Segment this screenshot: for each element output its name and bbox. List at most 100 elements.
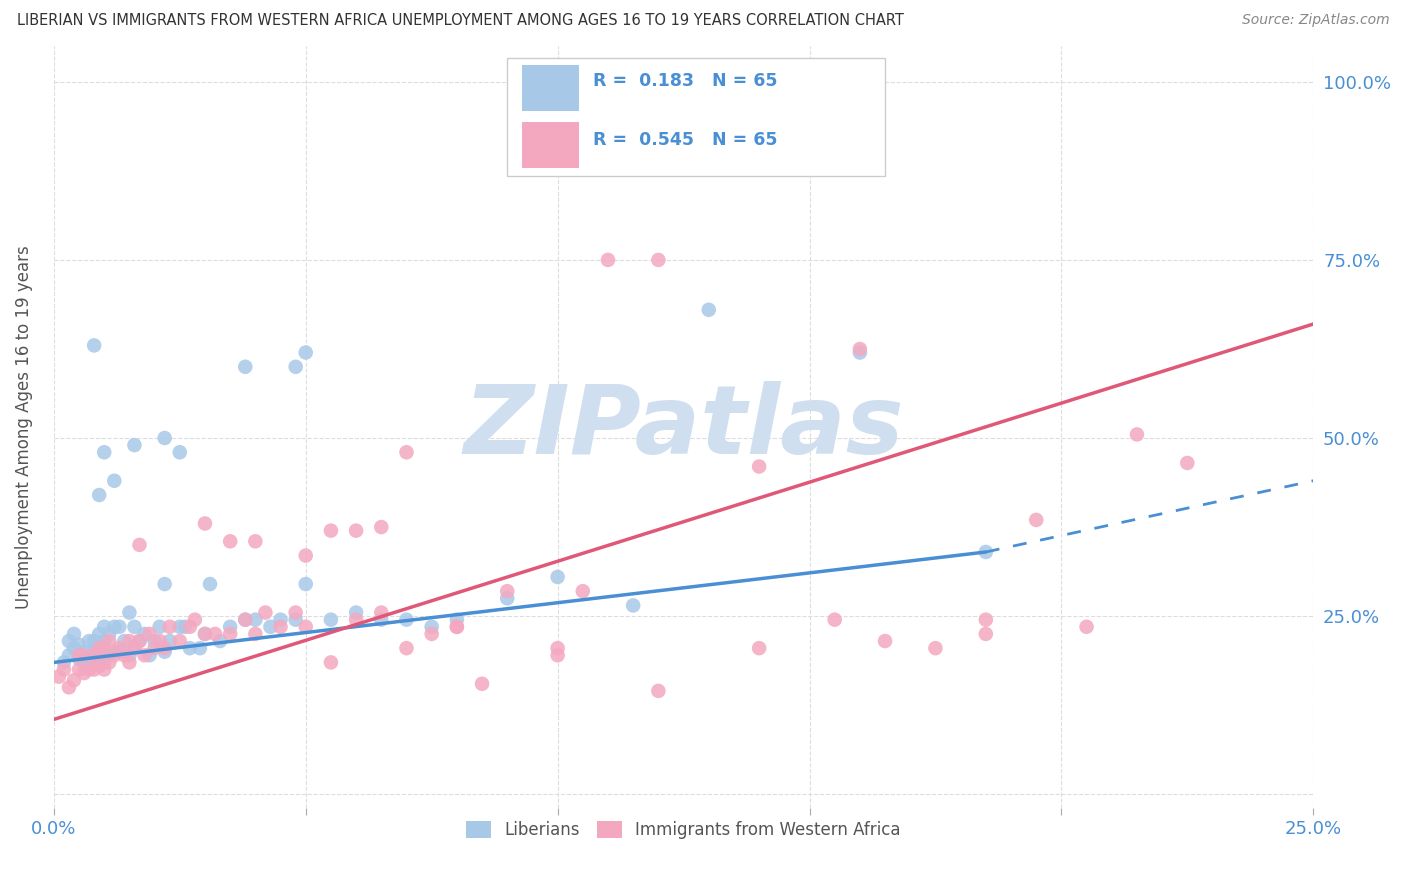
Point [67,663,90,677]
Point [67,648,90,663]
Point [748,459,770,474]
Point [159,634,181,648]
Point [173,620,195,634]
Point [284,613,307,627]
Point [824,613,846,627]
Point [124,641,146,656]
Point [647,252,669,267]
Point [73,666,96,681]
Point [471,677,494,691]
Point [547,641,569,656]
Point [219,534,242,549]
Point [89,641,111,656]
Point [974,627,997,641]
FancyBboxPatch shape [508,58,884,176]
Point [1076,620,1098,634]
Point [259,620,281,634]
Point [420,627,443,641]
Point [103,474,125,488]
Point [294,549,316,563]
Point [1175,456,1198,470]
Point [124,620,146,634]
Point [284,359,307,374]
Point [48,670,70,684]
Point [98,627,121,641]
Point [344,524,367,538]
Point [184,613,207,627]
Text: LIBERIAN VS IMMIGRANTS FROM WESTERN AFRICA UNEMPLOYMENT AMONG AGES 16 TO 19 YEAR: LIBERIAN VS IMMIGRANTS FROM WESTERN AFRI… [17,13,904,29]
Point [159,620,181,634]
Point [924,641,946,656]
Point [93,620,115,634]
Point [77,663,100,677]
Point [169,620,191,634]
Point [1025,513,1047,527]
Point [344,606,367,620]
Point [98,648,121,663]
Point [179,641,201,656]
Point [103,648,125,663]
Point [496,591,519,606]
Point [128,538,150,552]
Point [270,620,292,634]
Point [596,252,619,267]
Point [149,634,172,648]
Point [134,627,156,641]
Point [319,656,342,670]
FancyBboxPatch shape [523,122,579,169]
Point [572,584,595,599]
Point [370,606,392,620]
Point [138,627,160,641]
Point [621,599,644,613]
Point [284,606,307,620]
Point [245,613,267,627]
Point [63,673,86,688]
Point [344,613,367,627]
Point [83,634,105,648]
Point [93,641,115,656]
Point [118,656,141,670]
Point [67,652,90,666]
Point [219,620,242,634]
Y-axis label: Unemployment Among Ages 16 to 19 years: Unemployment Among Ages 16 to 19 years [15,245,32,609]
Point [58,681,80,695]
Point [294,577,316,591]
Point [124,641,146,656]
Point [98,656,121,670]
Point [254,606,277,620]
Point [138,648,160,663]
Point [93,634,115,648]
Point [118,606,141,620]
Point [446,620,468,634]
Point [697,302,720,317]
Text: ZIPatlas: ZIPatlas [463,381,904,474]
Point [108,645,131,659]
Point [194,627,217,641]
Text: Source: ZipAtlas.com: Source: ZipAtlas.com [1241,13,1389,28]
Point [89,627,111,641]
Point [93,663,115,677]
Point [395,641,418,656]
Point [974,545,997,559]
Point [63,627,86,641]
Point [496,584,519,599]
Point [188,641,211,656]
Point [108,620,131,634]
Point [83,338,105,352]
Point [52,663,75,677]
Point [169,634,191,648]
Point [89,648,111,663]
Point [395,613,418,627]
Point [370,520,392,534]
Point [319,524,342,538]
Point [83,663,105,677]
Point [446,620,468,634]
Point [52,656,75,670]
Point [58,648,80,663]
Point [73,645,96,659]
Point [974,613,997,627]
Point [93,656,115,670]
Point [89,488,111,502]
Point [395,445,418,459]
Point [89,659,111,673]
